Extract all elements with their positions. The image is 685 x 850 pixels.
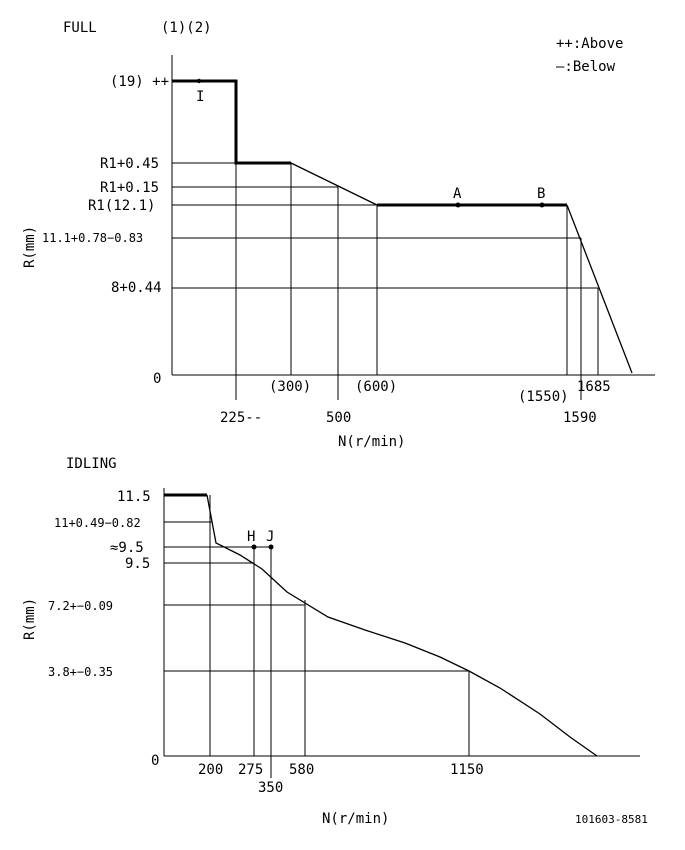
point-a-dot xyxy=(455,202,461,208)
x-tick-500: 500 xyxy=(326,410,351,426)
x-tick-1150: 1150 xyxy=(450,762,484,778)
x-tick-1685: 1685 xyxy=(577,379,611,395)
marker-label: I xyxy=(196,89,204,105)
point-j-dot xyxy=(268,544,274,550)
legend-below: —:Below xyxy=(556,59,616,75)
x-tick-200: 200 xyxy=(198,762,223,778)
idling-chart: IDLING 11.5 11+0.49−0.82 ≈9.5 9.5 7.2+−0… xyxy=(22,456,640,827)
point-a-label: A xyxy=(453,186,462,202)
point-j-label: J xyxy=(266,529,274,545)
x-tick-350: 350 xyxy=(258,780,283,796)
bottom-ylabel: R(mm) xyxy=(22,598,38,640)
point-h-label: H xyxy=(247,529,255,545)
x-tick-580: 580 xyxy=(289,762,314,778)
bottom-xlabel: N(r/min) xyxy=(322,811,389,827)
x-tick-275: 275 xyxy=(238,762,263,778)
top-ylabel: R(mm) xyxy=(22,226,38,268)
top-xlabel: N(r/min) xyxy=(338,434,405,450)
point-b-dot xyxy=(539,202,545,208)
y-tick-r1: R1(12.1) xyxy=(88,198,155,214)
y-tick-19: (19) ++ xyxy=(110,74,169,90)
x-tick-300: (300) xyxy=(269,379,311,395)
full-title: FULL xyxy=(63,20,97,36)
y-tick-9-5: 9.5 xyxy=(125,556,150,572)
y-tick-7-2: 7.2+−0.09 xyxy=(48,599,113,613)
bottom-origin: 0 xyxy=(151,753,159,769)
x-tick-225: 225-- xyxy=(220,410,262,426)
point-b-label: B xyxy=(537,186,545,202)
full-curve-thick xyxy=(172,79,291,165)
legend-above: ++:Above xyxy=(556,36,623,52)
x-tick-1590: 1590 xyxy=(563,410,597,426)
y-tick-11: 11+0.49−0.82 xyxy=(54,516,141,530)
full-load-chart: FULL (1)(2) ++:Above —:Below (19) ++ R1+… xyxy=(22,20,655,450)
marker-dot xyxy=(196,78,202,84)
y-tick-r1-045: R1+0.45 xyxy=(100,156,159,172)
y-tick-11-5: 11.5 xyxy=(117,489,151,505)
idling-curve xyxy=(206,494,598,757)
marks-label: (1)(2) xyxy=(161,20,212,36)
idling-title: IDLING xyxy=(66,456,117,472)
top-origin: 0 xyxy=(153,371,161,387)
y-tick-11-1: 11.1+0.78−0.83 xyxy=(42,231,143,245)
y-tick-approx-9-5: ≈9.5 xyxy=(110,540,144,556)
x-tick-1550: (1550) xyxy=(518,389,569,405)
y-tick-r1-015: R1+0.15 xyxy=(100,180,159,196)
x-tick-600: (600) xyxy=(355,379,397,395)
full-curve-slope xyxy=(290,162,378,206)
y-tick-8: 8+0.44 xyxy=(111,280,162,296)
point-h-dot xyxy=(251,544,257,550)
y-tick-3-8: 3.8+−0.35 xyxy=(48,665,113,679)
footer-code: 101603-8581 xyxy=(575,813,648,826)
full-curve-cutoff xyxy=(566,204,633,374)
